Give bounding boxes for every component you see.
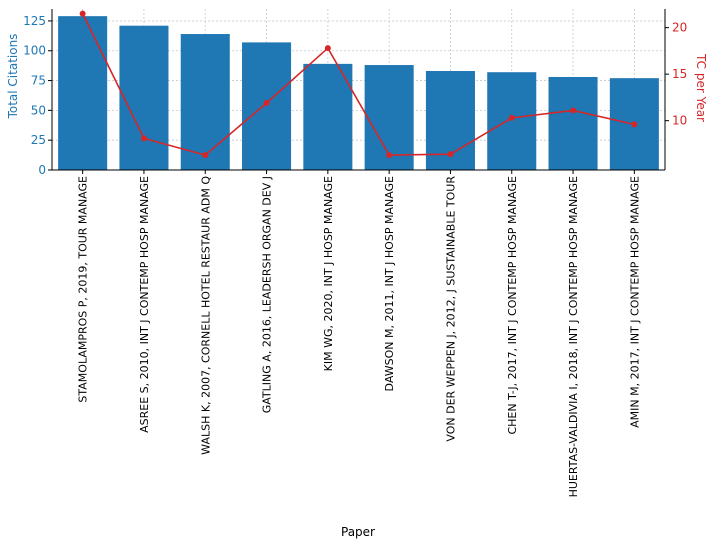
bar — [119, 25, 169, 171]
bar — [180, 34, 230, 170]
tc-per-year-point — [324, 45, 331, 52]
tc-per-year-point — [263, 99, 270, 106]
bar — [487, 72, 537, 170]
x-tick-label: DAWSON M, 2011, INT J HOSP MANAGE — [383, 176, 396, 391]
y-tick-label: 0 — [38, 163, 46, 177]
x-tick-label: KIM WG, 2020, INT J HOSP MANAGE — [322, 176, 335, 371]
axis-layer: 0 25 50 75 100 125 10 15 20 STAMOLAMPROS P, 2019,… — [23, 9, 687, 497]
y2-axis-title: TC per Year — [694, 53, 708, 122]
tc-per-year-line — [81, 13, 635, 156]
x-tick-label: WALSH K, 2007, CORNELL HOTEL RESTAUR ADM… — [199, 176, 212, 455]
x-tick-label: CHEN T-J, 2017, INT J CONTEMP HOSP MANAG… — [506, 176, 519, 435]
y-tick-label: 75 — [31, 74, 46, 88]
y2-tick-label: 20 — [672, 21, 687, 35]
y2-tick-label: 10 — [672, 114, 687, 128]
tc-per-year-point — [447, 151, 454, 158]
y-tick-label: 50 — [31, 103, 46, 117]
bar — [548, 76, 598, 170]
x-axis-title: Paper — [341, 525, 375, 539]
x-tick-label: ASREE S, 2010, INT J CONTEMP HOSP MANAGE — [138, 176, 151, 433]
y-tick-label: 25 — [31, 133, 46, 147]
bar-layer — [58, 16, 659, 171]
x-tick-label: AMIN M, 2017, INT J CONTEMP HOSP MANAGE — [628, 176, 641, 428]
tc-per-year-point — [386, 152, 393, 159]
x-tick-label: VON DER WEPPEN J, 2012, J SUSTAINABLE TO… — [444, 176, 457, 442]
tc-per-year-point — [570, 107, 577, 114]
x-tick-label: HUERTAS-VALDIVIA I, 2018, INT J CONTEMP … — [567, 176, 580, 497]
x-tick-label: GATLING A, 2016, LEADERSH ORGAN DEV J — [261, 176, 274, 413]
tc-per-year-point — [79, 10, 86, 17]
bar — [242, 42, 292, 170]
tc-per-year-point — [140, 135, 147, 142]
x-tick-label: STAMOLAMPROS P, 2019, TOUR MANAGE — [77, 176, 90, 403]
y-tick-label: 125 — [23, 14, 46, 28]
tc-per-year-point — [631, 121, 638, 128]
y-axis-title: Total Citations — [6, 34, 20, 120]
line-layer — [79, 10, 638, 159]
tc-per-year-point — [202, 152, 209, 159]
y-tick-label: 100 — [23, 44, 46, 58]
bar — [58, 16, 108, 171]
tc-per-year-point — [508, 114, 515, 121]
bar — [303, 63, 353, 170]
y2-tick-label: 15 — [672, 67, 687, 81]
